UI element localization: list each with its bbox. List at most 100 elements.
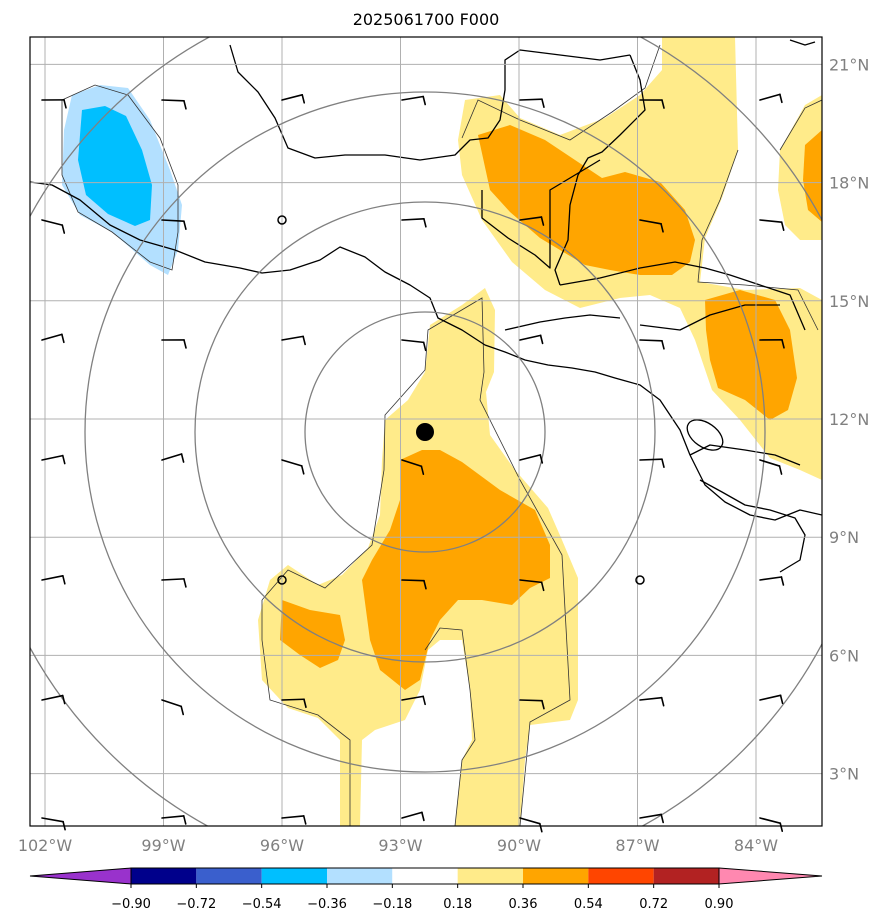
wind-barb [41, 99, 67, 109]
colorbar-segment [457, 868, 523, 884]
gulf-coast [229, 44, 631, 161]
wind-barb [519, 579, 545, 592]
positive-anomaly-orange-central [362, 450, 550, 690]
wind-barb [401, 811, 425, 822]
wind-barb [519, 216, 545, 226]
latitude-label: 12°N [829, 410, 869, 429]
wind-barb [401, 217, 427, 228]
wind-barb [161, 453, 185, 463]
longitude-label: 84°W [734, 836, 778, 855]
nicaragua-border [639, 304, 780, 331]
longitude-label: 96°W [260, 836, 304, 855]
wind-barb [759, 339, 785, 349]
wind-barb [519, 334, 544, 345]
wind-barb [401, 339, 427, 352]
longitude-label: 99°W [141, 836, 185, 855]
storm-center-marker [416, 423, 434, 441]
negative-anomaly-strong [78, 106, 152, 226]
wind-barb [519, 817, 543, 833]
wind-barb [161, 578, 187, 588]
wind-barb [41, 694, 66, 705]
wind-barb [759, 817, 784, 832]
colorbar-tick-label: 0.72 [639, 897, 668, 912]
wind-barb [281, 815, 307, 825]
colorbar-extend-high [718, 867, 823, 885]
calm-wind-marker [277, 215, 287, 225]
wind-barb [759, 694, 784, 705]
colorbar-segment [131, 868, 197, 884]
colorbar-tick-label: −0.36 [307, 897, 347, 912]
mexico-pacific-coast [30, 181, 822, 521]
wind-barb [161, 99, 187, 110]
wind-barb [519, 699, 545, 710]
wind-barb [41, 454, 66, 465]
wind-barb [401, 459, 425, 476]
latitude-label: 9°N [829, 528, 859, 547]
range-ring [304, 311, 546, 553]
latitude-label: 21°N [829, 55, 869, 74]
wind-barb [639, 696, 665, 707]
colorbar-segment [653, 868, 719, 884]
latitude-label: 15°N [829, 292, 869, 311]
positive-anomaly-orange-nicaragua [705, 290, 797, 420]
colorbar-tick-label: −0.90 [111, 897, 151, 912]
wind-barb [759, 576, 785, 586]
latitude-label: 18°N [829, 174, 869, 193]
wind-barb [759, 219, 785, 231]
longitude-label: 102°W [18, 836, 73, 855]
colorbar-tick-label: 0.54 [574, 897, 603, 912]
longitude-label: 90°W [497, 836, 541, 855]
wind-barb [401, 695, 426, 706]
colorbar-segment [523, 868, 589, 884]
wind-barb [519, 98, 545, 109]
wind-barb [759, 93, 783, 104]
colorbar-extend-low [29, 867, 132, 885]
colorbar: −0.90 −0.72 −0.54 −0.36 −0.18 0.18 0.36 0.54 0.7… [29, 867, 823, 912]
wind-barb [639, 339, 665, 350]
wind-barb [759, 459, 783, 475]
latitude-label: 3°N [829, 765, 859, 784]
panama-coast [699, 479, 806, 573]
wind-barb [41, 219, 66, 234]
wind-barb [639, 219, 664, 233]
map-frame [29, 36, 823, 827]
wind-barb [41, 574, 66, 585]
range-ring [194, 201, 656, 663]
longitude-label: 93°W [378, 836, 422, 855]
positive-anomaly-orange-gulf [478, 125, 695, 275]
wind-barb [161, 219, 187, 231]
wind-barb [639, 813, 664, 824]
colorbar-tick-label: −0.72 [176, 897, 216, 912]
wind-barb [281, 459, 305, 475]
wind-barb [161, 699, 185, 716]
cuba-coast [789, 39, 816, 46]
wind-barb [281, 698, 307, 709]
colorbar-tick-label: 0.18 [443, 897, 472, 912]
wind-barb [161, 339, 187, 349]
colorbar-tick-label: 0.90 [705, 897, 734, 912]
map-title: 2025061700 F000 [352, 10, 500, 29]
colorbar-segment [261, 868, 327, 884]
wind-barb [401, 579, 427, 590]
colorbar-segment [392, 868, 458, 884]
central-america-border [504, 314, 621, 331]
honduras-coast [559, 261, 806, 331]
wind-barb [161, 815, 187, 825]
latitude-label: 6°N [829, 646, 859, 665]
wind-barb [281, 94, 306, 104]
wind-barb [41, 333, 65, 344]
positive-anomaly-orange-south [280, 600, 345, 668]
colorbar-segment [327, 868, 393, 884]
wind-barb [639, 99, 665, 109]
lake-nicaragua [686, 419, 724, 451]
calm-wind-marker [635, 575, 645, 585]
guatemala-border [481, 159, 601, 269]
wind-barb [639, 458, 665, 469]
colorbar-segment [196, 868, 262, 884]
longitude-label: 87°W [615, 836, 659, 855]
calm-wind-marker [277, 575, 287, 585]
range-ring [84, 91, 766, 773]
colorbar-tick-label: −0.54 [242, 897, 282, 912]
colorbar-tick-label: 0.36 [509, 897, 538, 912]
